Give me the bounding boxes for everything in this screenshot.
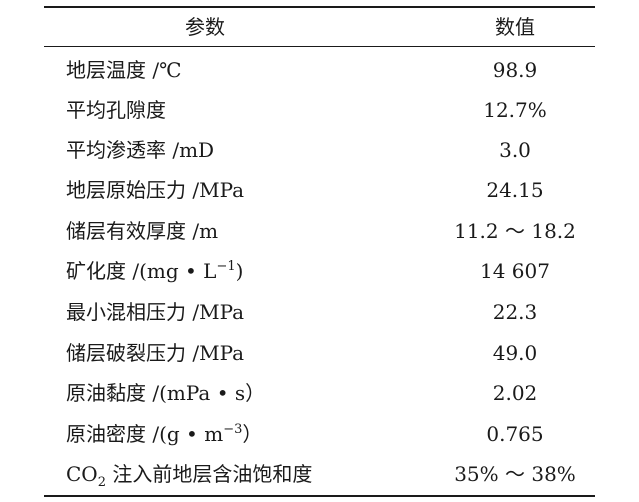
row-value: 14 607 [480, 259, 550, 283]
header-value: 数值 [495, 15, 535, 39]
row-param-subscript: 2 [97, 475, 106, 490]
row-value: 35% ～ 38% [454, 462, 576, 486]
row-param-main: 矿化度 /(mg • L [66, 259, 217, 283]
row-param: 储层有效厚度 /m [66, 219, 219, 243]
row-param-main: CO [66, 462, 98, 486]
row-param: 原油密度 /(g • m−3） [66, 414, 396, 454]
row-param: 原油黏度 /(mPa • s） [66, 381, 266, 405]
table-bottom-rule [44, 495, 595, 497]
row-param-superscript: −1 [216, 259, 236, 274]
row-param: 最小混相压力 /MPa [66, 300, 245, 324]
header-param: 参数 [185, 15, 225, 39]
row-value: 11.2 ～ 18.2 [454, 219, 576, 243]
row-value: 12.7% [483, 98, 547, 122]
table-header-rule [44, 46, 595, 47]
row-value: 98.9 [492, 58, 538, 82]
row-param: 储层破裂压力 /MPa [66, 341, 245, 365]
row-value: 2.02 [492, 381, 538, 405]
row-param: 矿化度 /(mg • L−1) [66, 251, 396, 291]
row-param: 平均孔隙度 [66, 98, 166, 122]
row-value: 0.765 [486, 422, 544, 446]
row-param-superscript: −3 [223, 422, 243, 437]
row-value: 3.0 [499, 138, 531, 162]
row-param: 地层温度 /℃ [66, 58, 182, 82]
row-param-tail: ) [235, 259, 244, 283]
row-param: CO2 注入前地层含油饱和度 [66, 454, 396, 494]
row-param-tail: 注入前地层含油饱和度 [105, 462, 313, 486]
table-top-rule [44, 6, 595, 8]
row-value: 24.15 [486, 178, 544, 202]
row-param-main: 原油密度 /(g • m [66, 422, 224, 446]
row-param: 地层原始压力 /MPa [66, 178, 245, 202]
row-param: 平均渗透率 /mD [66, 138, 215, 162]
row-value: 22.3 [492, 300, 538, 324]
row-value: 49.0 [492, 341, 538, 365]
row-param-tail: ） [242, 422, 263, 446]
